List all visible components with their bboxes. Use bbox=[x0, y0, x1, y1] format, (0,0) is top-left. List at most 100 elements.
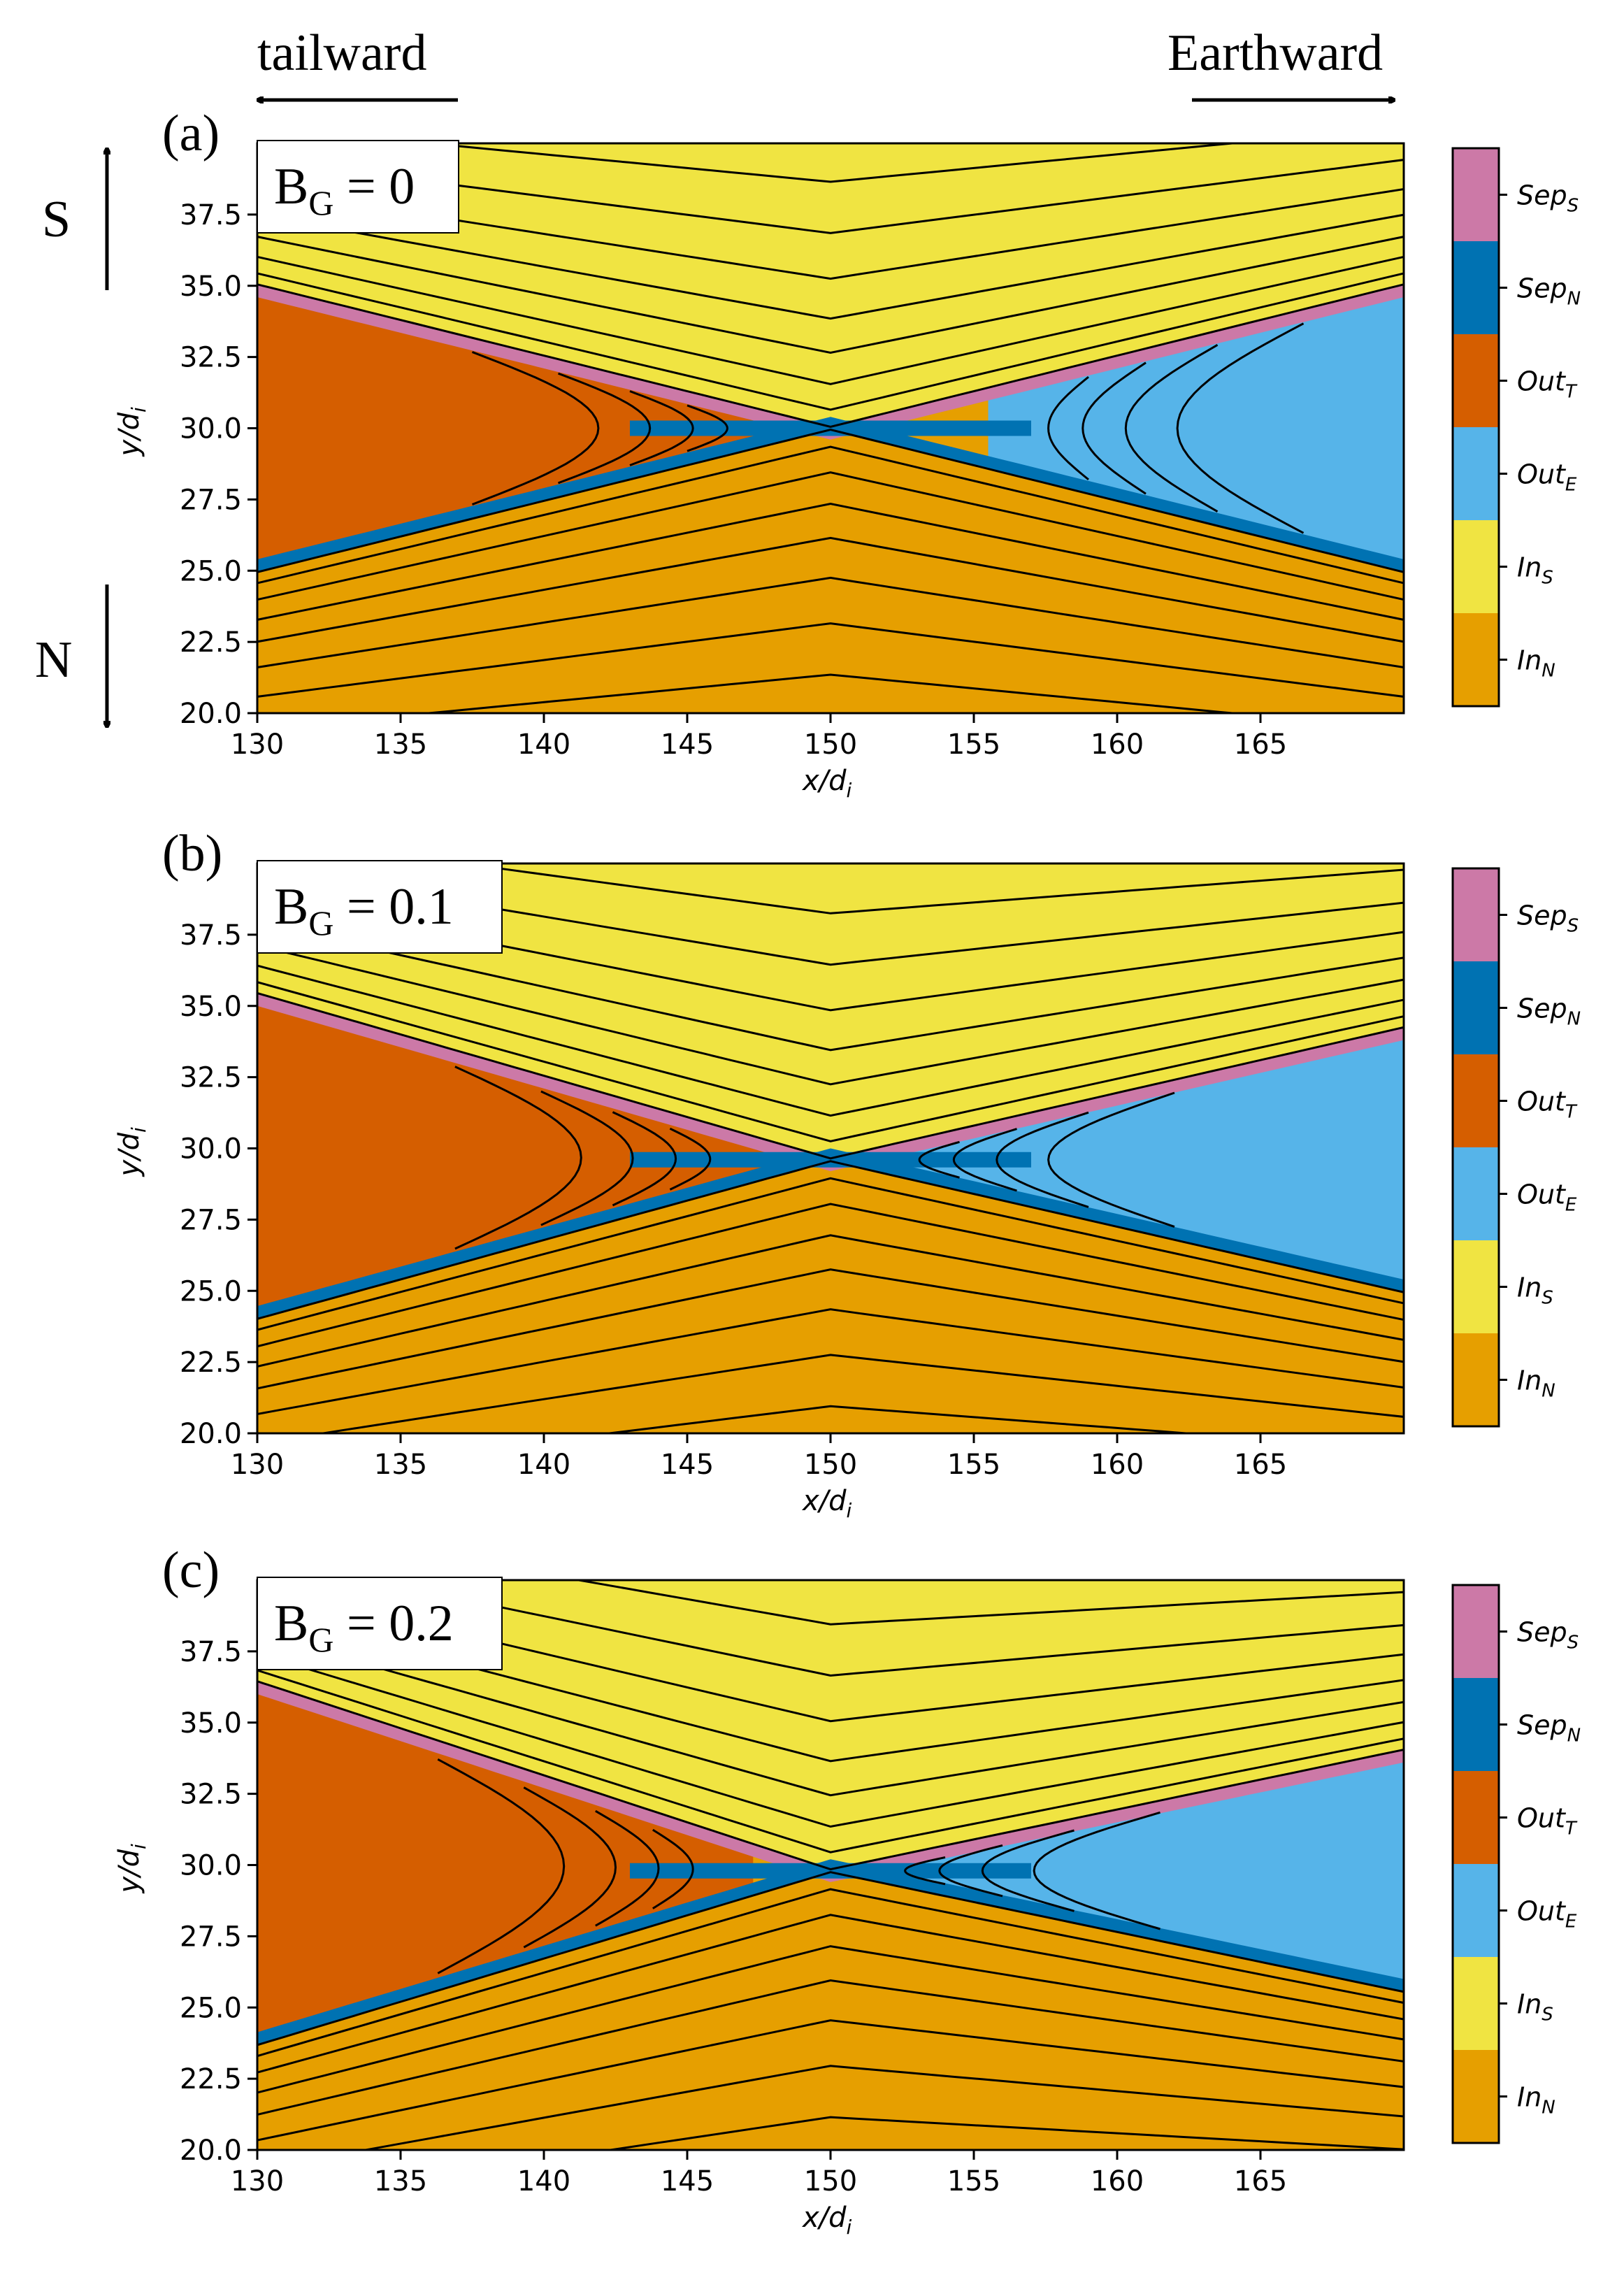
field-line-upper bbox=[200, 794, 1461, 856]
colorbar-label-base: Out bbox=[1517, 1803, 1567, 1834]
colorbar-label-sub: S bbox=[1567, 916, 1579, 937]
outflow-earthward-region bbox=[859, 1027, 1404, 1293]
field-line-upper bbox=[573, 1580, 1404, 1626]
inflow-south-region bbox=[257, 143, 1404, 427]
field-line-lower bbox=[257, 1979, 1404, 2116]
x-tick-label: 145 bbox=[661, 2165, 714, 2197]
separatrix-south-layer bbox=[257, 993, 1404, 1172]
y-tick-label: 37.5 bbox=[180, 919, 242, 952]
colorbar-label: InN bbox=[1517, 2082, 1555, 2118]
colorbar-segment bbox=[1453, 520, 1499, 613]
outflow-tailward-region bbox=[257, 284, 788, 573]
x-tick-label: 150 bbox=[804, 729, 857, 761]
x-tick-label: 140 bbox=[517, 1449, 570, 1481]
field-line-lower bbox=[257, 1914, 1404, 2074]
field-line-lower bbox=[257, 622, 1404, 698]
y-tick-label: 25.0 bbox=[180, 1275, 242, 1307]
x-tick-label: 155 bbox=[947, 729, 1000, 761]
field-line-tailward-loop bbox=[471, 351, 600, 505]
field-line-earthward-loop bbox=[1124, 344, 1219, 512]
y-tick-label: 35.0 bbox=[180, 271, 242, 303]
colorbar-segment bbox=[1453, 1771, 1499, 1864]
separatrix-lower bbox=[257, 1160, 1404, 1320]
x-tick-label: 165 bbox=[1234, 729, 1287, 761]
separatrix-lower bbox=[257, 1871, 1404, 2046]
colorbar-label: SepS bbox=[1517, 180, 1579, 217]
x-tick-label: 145 bbox=[661, 1449, 714, 1481]
field-line-earthward-loop bbox=[918, 1140, 960, 1179]
colorbar-label-sub: N bbox=[1567, 289, 1581, 310]
field-line-lower bbox=[315, 1354, 1404, 1433]
y-tick-label: 25.0 bbox=[180, 1992, 242, 2024]
panel-label: (c) bbox=[162, 1542, 220, 1599]
colorbar-label-sub: T bbox=[1565, 1819, 1578, 1840]
y-tick-label: 27.5 bbox=[180, 1204, 242, 1236]
x-axis-label-base: x/d bbox=[801, 2202, 847, 2234]
x-tick-label: 160 bbox=[1091, 729, 1144, 761]
colorbar-label-sub: E bbox=[1565, 1912, 1577, 1933]
field-line-upper bbox=[200, 87, 1461, 124]
plot-area bbox=[200, 87, 1461, 713]
guide-field-value: = 0.2 bbox=[333, 1595, 453, 1652]
colorbar-label-sub: E bbox=[1565, 475, 1577, 496]
field-line-earthward-loop bbox=[996, 1111, 1089, 1208]
y-tick-label: 27.5 bbox=[180, 1921, 242, 1953]
colorbar-label-base: Out bbox=[1517, 1896, 1567, 1927]
colorbar-label-base: Out bbox=[1517, 366, 1567, 397]
x-axis-label: x/di bbox=[801, 765, 852, 802]
guide-field-title: BG = 0.2 bbox=[274, 1595, 454, 1659]
field-line-lower bbox=[359, 2065, 1404, 2150]
x-tick-label: 165 bbox=[1234, 2165, 1287, 2197]
x-tick-label: 135 bbox=[374, 2165, 427, 2197]
field-line-earthward-loop bbox=[981, 1829, 1075, 1912]
field-line-lower bbox=[257, 2019, 1404, 2142]
y-tick-label: 20.0 bbox=[180, 2135, 242, 2167]
colorbar-label: InN bbox=[1517, 1365, 1555, 1402]
field-line-earthward-loop bbox=[952, 1128, 1017, 1192]
panel-1: 130 135 140 145 150 155 160 165 20.0 22.5 25.0 27.5… bbox=[113, 794, 1581, 1522]
colorbar-segment bbox=[1453, 148, 1499, 241]
field-line-lower bbox=[257, 1234, 1404, 1368]
guide-field-title: BG = 0.1 bbox=[274, 878, 454, 942]
colorbar-segment bbox=[1453, 1678, 1499, 1771]
field-line-lower bbox=[257, 445, 1404, 585]
field-line-earthward-loop bbox=[1176, 322, 1305, 534]
colorbar-label-base: Sep bbox=[1517, 1710, 1567, 1741]
colorbar-segment bbox=[1453, 1864, 1499, 1957]
y-tick-label: 37.5 bbox=[180, 199, 242, 231]
y-axis-label: y/di bbox=[113, 1844, 150, 1894]
panel-label: (b) bbox=[162, 825, 222, 882]
x-axis-label-sub: i bbox=[847, 2216, 852, 2239]
x-tick-label: 165 bbox=[1234, 1449, 1287, 1481]
colorbar-label-sub: N bbox=[1567, 1009, 1581, 1030]
colorbar-label-base: Sep bbox=[1517, 1617, 1567, 1648]
colorbar-segment bbox=[1453, 1333, 1499, 1426]
colorbar-label: InS bbox=[1517, 552, 1553, 589]
separatrix-north-layer bbox=[257, 1148, 1404, 1319]
colorbar-label: SepS bbox=[1517, 1617, 1579, 1654]
colorbar-label-base: In bbox=[1517, 1365, 1542, 1396]
colorbar-label-sub: T bbox=[1565, 382, 1578, 403]
colorbar-label-base: Sep bbox=[1517, 180, 1567, 211]
colorbar-label-sub: N bbox=[1542, 2098, 1555, 2118]
y-tick-label: 32.5 bbox=[180, 342, 242, 374]
colorbar-label: OutT bbox=[1517, 366, 1578, 403]
colorbar-label: OutT bbox=[1517, 1803, 1578, 1840]
x-tick-label: 150 bbox=[804, 2165, 857, 2197]
plot-area bbox=[257, 1580, 1404, 2150]
field-line-lower bbox=[257, 1177, 1404, 1331]
guide-field-value: = 0.1 bbox=[333, 878, 453, 935]
y-axis-label-base: y/d bbox=[113, 412, 145, 457]
colorbar-label-sub: S bbox=[1567, 196, 1579, 217]
guide-field-symbol: B bbox=[274, 158, 308, 215]
colorbar-label-sub: S bbox=[1542, 568, 1553, 589]
field-line-tailward-loop bbox=[557, 372, 652, 485]
y-tick-label: 30.0 bbox=[180, 1850, 242, 1882]
colorbar-label: InN bbox=[1517, 645, 1555, 682]
field-line-upper bbox=[418, 143, 1243, 183]
colorbar-segment bbox=[1453, 241, 1499, 334]
field-line-earthward-loop bbox=[904, 1856, 946, 1886]
y-tick-label: 37.5 bbox=[180, 1636, 242, 1668]
guide-field-box bbox=[257, 860, 503, 954]
colorbar-label-sub: T bbox=[1565, 1102, 1578, 1123]
